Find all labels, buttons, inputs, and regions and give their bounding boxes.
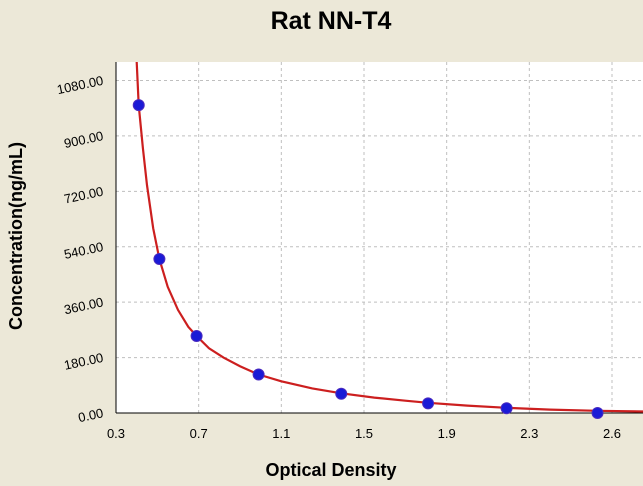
data-point: [132, 99, 145, 112]
x-tick-label: 0.7: [190, 426, 208, 441]
x-axis-title: Optical Density: [265, 460, 396, 480]
x-tick-label: 2.3: [520, 426, 538, 441]
x-tick-label: 2.6: [603, 426, 621, 441]
data-point: [591, 407, 604, 419]
y-tick-label: 0.00: [77, 405, 105, 425]
data-points: [132, 99, 604, 419]
data-point: [422, 397, 435, 410]
data-point: [190, 330, 203, 343]
x-tick-labels: 0.3 0.7 1.1 1.5 1.9 2.3 2.6: [107, 426, 621, 441]
x-tick-label: 1.5: [355, 426, 373, 441]
chart-title: Rat NN-T4: [271, 7, 392, 35]
plot-area: [116, 62, 643, 413]
data-point: [252, 368, 265, 381]
fit-curve: [135, 61, 643, 413]
x-tick-label: 1.1: [272, 426, 290, 441]
y-axis-title: Concentration(ng/mL): [6, 142, 26, 330]
data-point: [500, 402, 513, 415]
x-tick-label: 1.9: [438, 426, 456, 441]
x-tick-label: 0.3: [107, 426, 125, 441]
data-point: [153, 253, 166, 266]
data-point: [335, 387, 348, 400]
